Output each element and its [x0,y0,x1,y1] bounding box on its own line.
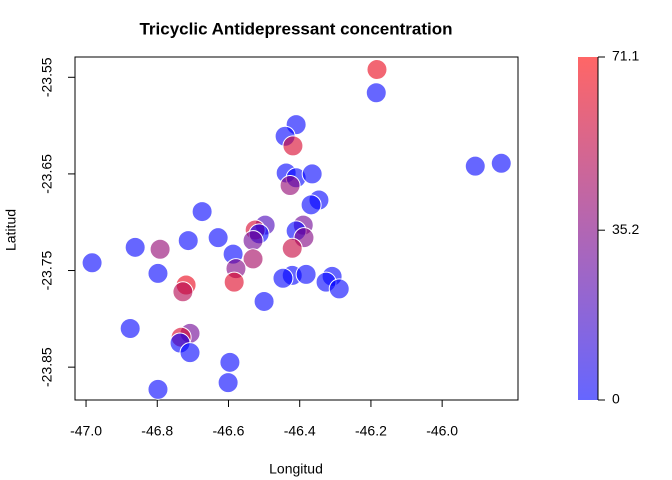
point [242,248,264,270]
point [219,351,241,373]
x-tick-label: -46.2 [355,423,387,439]
point [179,342,201,364]
point [328,278,350,300]
point [217,372,239,394]
point [191,201,213,223]
point [300,194,322,216]
point [281,237,303,259]
point [223,271,245,293]
colorbar [578,57,598,400]
point [295,263,317,285]
point [124,236,146,258]
x-tick-label: -46.4 [284,423,316,439]
x-tick-label: -47.0 [70,423,102,439]
point [282,135,304,157]
point [301,163,323,185]
point [119,318,141,340]
x-tick-label: -46.6 [213,423,245,439]
y-tick-label: -23.55 [39,57,55,97]
point [272,267,294,289]
point [172,281,194,303]
colorbar-tick-label: 35.2 [612,221,639,237]
point [279,175,301,197]
plot-box [74,56,519,401]
point [366,59,388,81]
chart-title: Tricyclic Antidepressant concentration [139,19,452,38]
point [490,152,512,174]
y-tick-label: -23.65 [39,154,55,194]
y-axis-label: Latitud [3,209,19,251]
point [149,238,171,260]
point [207,227,229,249]
x-axis-label: Longitud [269,461,323,477]
point [81,252,103,274]
point [365,82,387,104]
point [242,230,264,252]
point [177,230,199,252]
y-tick-label: -23.85 [39,347,55,387]
colorbar-tick-label: 0 [612,391,620,407]
point [147,378,169,400]
x-tick-label: -46.0 [426,423,458,439]
point [253,290,275,312]
x-tick-label: -46.8 [141,423,173,439]
colorbar-tick-label: 71.1 [612,48,639,64]
y-tick-label: -23.75 [39,250,55,290]
point [464,155,486,177]
point [147,262,169,284]
